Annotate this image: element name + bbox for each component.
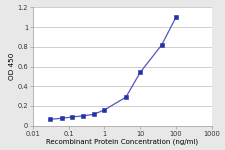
X-axis label: Recombinant Protein Concentration (ng/ml): Recombinant Protein Concentration (ng/ml… <box>46 139 198 145</box>
Y-axis label: OD 450: OD 450 <box>9 53 15 80</box>
